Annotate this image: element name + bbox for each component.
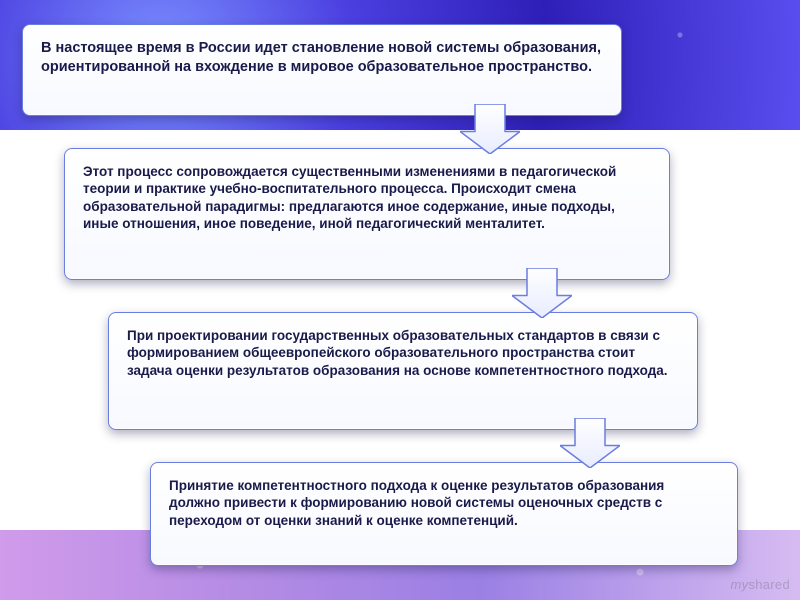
flow-block-text: При проектировании государственных образ… [127,328,668,378]
flow-block-text: Принятие компетентностного подхода к оце… [169,478,664,528]
flow-block-text: В настоящее время в России идет становле… [41,40,601,75]
watermark-right: shared [748,577,790,592]
flow-block-text: Этот процесс сопровождается существенным… [83,164,616,231]
diagram-stage: В настоящее время в России идет становле… [0,0,800,600]
watermark: myshared [731,577,791,592]
flow-block-4: Принятие компетентностного подхода к оце… [150,462,738,566]
flow-block-3: При проектировании государственных образ… [108,312,698,430]
down-arrow-icon [560,418,620,468]
watermark-left: my [731,577,749,592]
down-arrow-icon [512,268,572,318]
flow-block-2: Этот процесс сопровождается существенным… [64,148,670,280]
flow-block-1: В настоящее время в России идет становле… [22,24,622,116]
down-arrow-icon [460,104,520,154]
